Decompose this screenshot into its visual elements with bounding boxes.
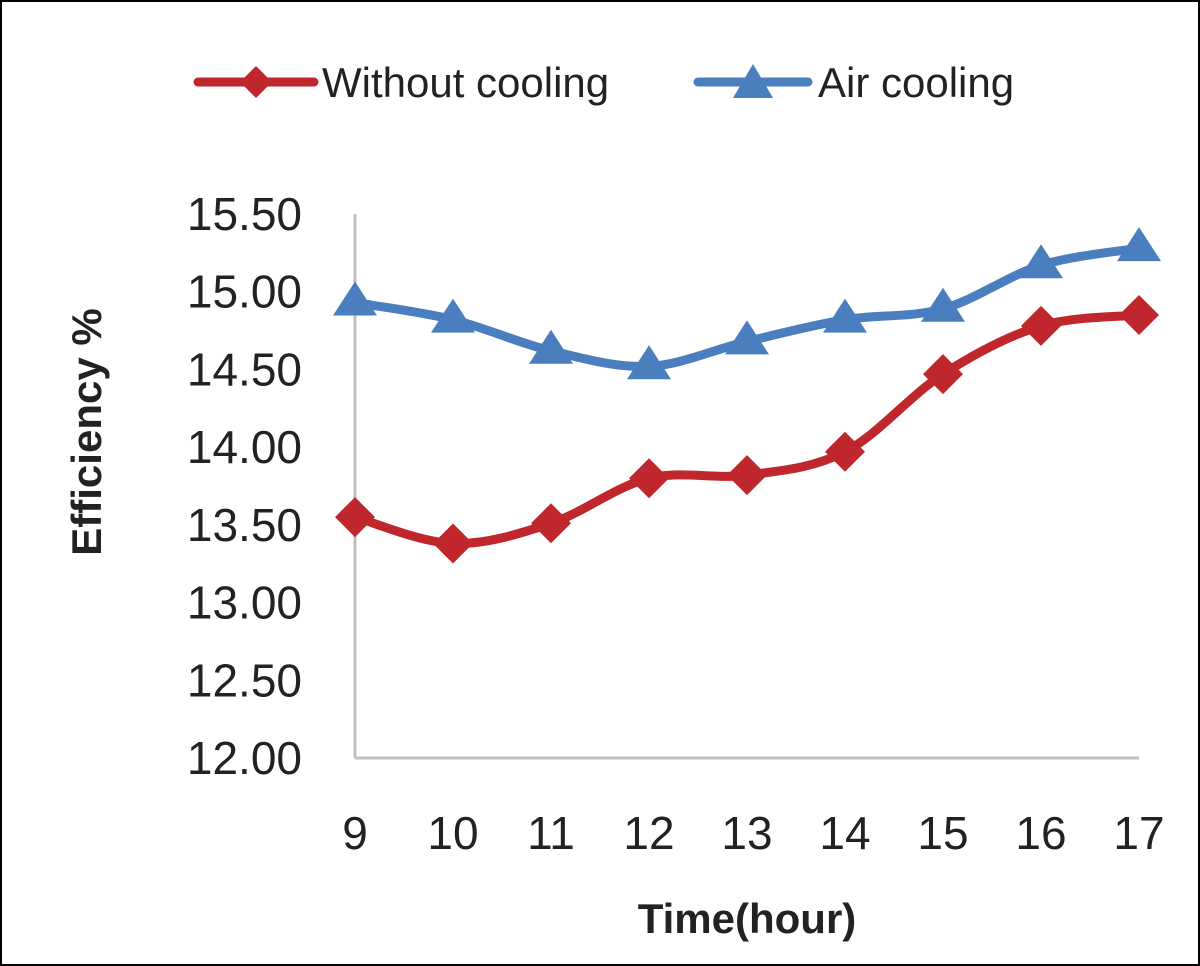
y-tick-labels: 12.00 12.50 13.00 13.50 14.00 14.50 15.00 15.50 <box>187 188 302 784</box>
legend-label-without-cooling: Without cooling <box>322 59 609 106</box>
data-point-without-cooling <box>923 354 963 395</box>
x-tick-label: 14 <box>819 807 870 859</box>
data-point-air-cooling <box>431 298 475 333</box>
x-tick-label: 9 <box>342 807 368 859</box>
series-layer <box>333 227 1161 564</box>
y-tick-label: 13.50 <box>187 499 302 551</box>
y-tick-label: 13.00 <box>187 577 302 629</box>
x-tick-label: 11 <box>527 807 575 859</box>
x-tick-label: 10 <box>427 807 478 859</box>
y-tick-label: 15.00 <box>187 266 302 318</box>
data-point-without-cooling <box>825 431 865 472</box>
legend-swatch-without-cooling-marker <box>240 66 272 98</box>
x-tick-label: 13 <box>721 807 772 859</box>
y-axis-title: Efficiency % <box>63 308 110 555</box>
y-tick-label: 14.50 <box>187 343 302 395</box>
data-point-air-cooling <box>823 298 867 333</box>
y-tick-label: 12.50 <box>187 654 302 706</box>
legend-entry-without-cooling: Without cooling <box>193 59 609 106</box>
data-point-without-cooling <box>1119 295 1159 336</box>
data-point-without-cooling <box>335 497 375 538</box>
data-point-air-cooling <box>1117 227 1161 262</box>
x-tick-label: 16 <box>1015 807 1066 859</box>
legend-entry-air-cooling: Air cooling <box>693 59 1014 106</box>
data-point-air-cooling <box>1019 244 1063 279</box>
x-tick-label: 15 <box>917 807 968 859</box>
x-tick-label: 12 <box>623 807 674 859</box>
series-air-cooling <box>333 227 1161 380</box>
series-without-cooling <box>335 295 1159 564</box>
legend-label-air-cooling: Air cooling <box>818 59 1014 106</box>
y-tick-label: 12.00 <box>187 732 302 784</box>
y-tick-label: 14.00 <box>187 421 302 473</box>
data-point-without-cooling <box>531 503 571 544</box>
data-point-without-cooling <box>433 523 473 564</box>
data-point-air-cooling <box>333 281 377 316</box>
legend: Without cooling Air cooling <box>193 59 1014 106</box>
data-point-air-cooling <box>725 320 769 355</box>
data-point-air-cooling <box>529 329 573 364</box>
x-tick-labels: 9 10 11 12 13 14 15 16 17 <box>342 807 1164 859</box>
y-tick-label: 15.50 <box>187 188 302 240</box>
data-point-without-cooling <box>727 455 767 496</box>
legend-swatch-air-cooling-marker <box>733 64 773 98</box>
data-point-without-cooling <box>1021 305 1061 346</box>
data-point-air-cooling <box>921 287 965 322</box>
x-axis-title: Time(hour) <box>638 895 857 942</box>
x-tick-label: 17 <box>1113 807 1164 859</box>
data-point-without-cooling <box>629 458 669 499</box>
data-point-air-cooling <box>627 345 671 380</box>
